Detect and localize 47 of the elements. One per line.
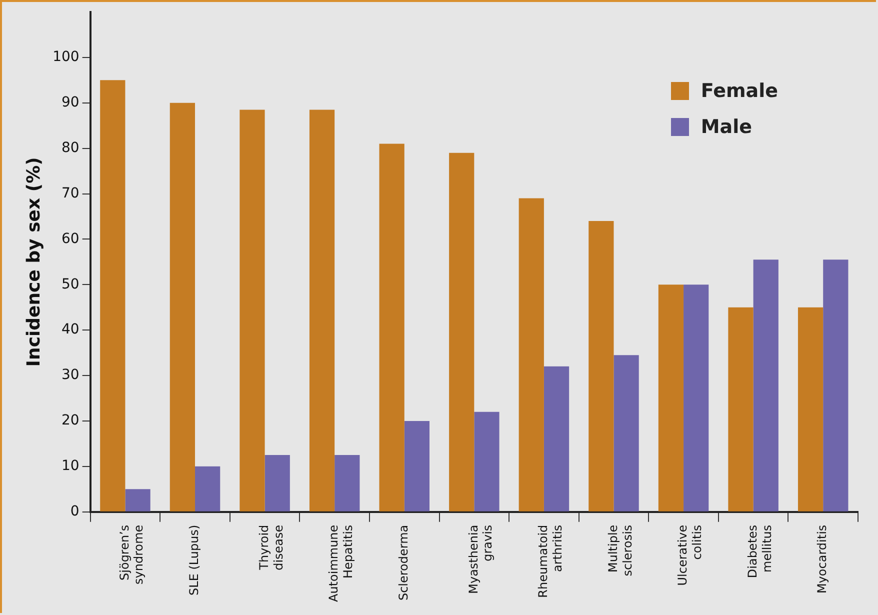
bar — [728, 307, 754, 512]
bar — [449, 152, 474, 512]
x-tick-label: Rheumatoid arthritis — [536, 524, 564, 598]
bar — [518, 198, 544, 512]
x-tick-label: Ulcerative colitis — [676, 524, 704, 586]
bar — [195, 466, 220, 512]
legend-label: Male — [700, 116, 752, 138]
bar — [404, 420, 430, 512]
y-tick-label: 70 — [61, 185, 80, 202]
bar — [125, 489, 150, 512]
bar — [379, 144, 404, 512]
bar — [170, 102, 196, 512]
bar — [264, 455, 290, 512]
x-tick-label: Diabetes mellitus — [745, 524, 774, 578]
x-tick-label: Multiple sclerosis — [606, 524, 634, 576]
bar — [614, 355, 639, 512]
y-axis-title: Incidence by sex (%) — [23, 157, 44, 367]
bar — [753, 260, 778, 512]
bar — [658, 284, 684, 512]
x-tick-label: Scleroderma — [396, 524, 410, 601]
x-tick-label: Sjögren’s syndrome — [117, 524, 146, 585]
bar — [334, 455, 360, 512]
bar — [588, 221, 614, 512]
y-tick-label: 50 — [61, 276, 80, 292]
x-tick-label: SLE (Lupus) — [187, 524, 202, 596]
x-tick-label: Thyroid disease — [256, 524, 286, 571]
bar — [684, 284, 709, 512]
y-tick-label: 0 — [70, 503, 80, 520]
bar — [309, 110, 335, 512]
legend-label: Female — [700, 80, 778, 102]
bar — [798, 307, 824, 512]
x-tick-label: Autoimmune Hepatitis — [326, 524, 356, 602]
y-tick-label: 80 — [61, 140, 80, 156]
x-tick-label: Myasthenia gravis — [466, 524, 495, 594]
y-tick-label: 30 — [61, 367, 80, 384]
y-tick-label: 60 — [61, 230, 80, 247]
bar — [474, 412, 500, 512]
y-tick-label: 10 — [61, 458, 80, 474]
x-tick-label: Myocarditis — [815, 524, 830, 594]
y-tick-label: 100 — [52, 49, 80, 66]
y-tick-label: 40 — [61, 322, 80, 338]
bar — [823, 260, 848, 512]
y-tick-label: 20 — [61, 412, 80, 429]
y-tick-label: 90 — [61, 94, 80, 111]
bar — [240, 110, 265, 512]
bar — [100, 80, 126, 512]
bar — [544, 366, 570, 512]
